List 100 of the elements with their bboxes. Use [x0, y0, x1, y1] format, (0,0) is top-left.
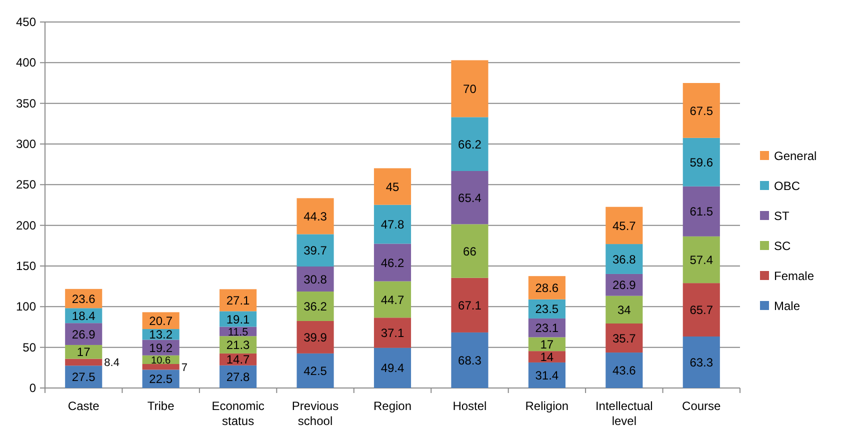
data-label: 39.7 [304, 244, 328, 258]
x-tick-label: Tribe [147, 399, 175, 413]
bar [451, 60, 488, 118]
bar [142, 364, 180, 370]
bar [606, 296, 643, 324]
data-label: 27.8 [226, 370, 250, 384]
data-label: 23.1 [535, 321, 559, 336]
data-label: 39.9 [304, 330, 328, 345]
data-label: 45 [386, 180, 400, 194]
bar [606, 352, 643, 388]
data-label: 17 [540, 337, 554, 352]
data-label: 23.5 [535, 302, 559, 316]
bar [296, 353, 334, 388]
y-tick-label: 300 [16, 137, 36, 151]
legend-label: OBC [774, 179, 800, 193]
bar [296, 266, 334, 292]
legend-label: Male [774, 299, 800, 313]
data-label: 13.2 [149, 328, 173, 342]
bar [682, 236, 720, 284]
bar [220, 289, 257, 312]
bar [374, 168, 412, 205]
data-label: 27.1 [226, 294, 250, 308]
data-label: 26.9 [72, 327, 96, 342]
bar [296, 292, 334, 321]
y-tick-label: 250 [16, 178, 36, 192]
bar [682, 336, 720, 388]
data-label: 49.4 [380, 361, 404, 376]
x-tick-label: Intellectual level [595, 399, 653, 428]
data-label: 34 [617, 302, 632, 317]
bar [65, 366, 102, 388]
data-label: 21.3 [226, 338, 250, 352]
bar [296, 320, 334, 354]
bar [528, 337, 566, 352]
y-tick-label: 200 [16, 218, 36, 232]
data-label: 44.3 [304, 210, 328, 224]
y-tick-label: 350 [16, 96, 36, 110]
x-tick-label: Economic status [212, 399, 264, 428]
bar [374, 318, 412, 348]
legend-label: ST [774, 209, 790, 223]
bar [374, 244, 412, 282]
data-label: 26.9 [612, 278, 636, 292]
bar [296, 198, 334, 234]
x-tick-label: Hostel [452, 399, 487, 413]
data-label: 23.6 [72, 292, 96, 306]
data-label: 70 [463, 82, 477, 96]
bar [65, 358, 102, 366]
bar [374, 281, 412, 318]
data-label: 61.5 [690, 204, 714, 219]
data-label: 63.3 [690, 356, 714, 370]
y-tick-label: 450 [16, 15, 36, 29]
data-label: 67.5 [690, 104, 714, 118]
data-label: 59.6 [690, 155, 714, 170]
data-label: 18.4 [72, 308, 96, 323]
data-label: 27.5 [72, 370, 96, 384]
data-label: 31.4 [535, 368, 559, 383]
y-tick-label: 150 [16, 259, 36, 273]
data-label: 47.8 [380, 218, 404, 232]
data-label: 43.6 [612, 364, 636, 378]
x-tick-label: Caste [68, 399, 100, 413]
data-label: 37.1 [380, 326, 404, 340]
bar [451, 171, 488, 224]
y-tick-label: 400 [16, 56, 36, 70]
y-tick-label: 100 [16, 300, 36, 314]
data-label: 44.7 [380, 292, 404, 307]
data-label: 28.6 [535, 281, 559, 296]
data-label: 65.7 [690, 303, 714, 318]
data-label: 11.5 [228, 326, 248, 338]
bar [451, 224, 488, 278]
bar [451, 278, 488, 332]
bar [528, 362, 566, 388]
x-tick-label: Previous school [292, 399, 339, 428]
y-tick-label: 0 [29, 381, 36, 395]
bar [682, 186, 720, 236]
data-label: 65.4 [458, 190, 482, 205]
data-label: 66.2 [458, 137, 482, 152]
data-label: 8.4 [104, 357, 120, 370]
data-label: 14 [540, 350, 554, 364]
bar [296, 234, 334, 266]
data-label: 45.7 [612, 218, 636, 233]
x-tick-label: Course [682, 399, 722, 413]
data-label: 36.8 [612, 252, 636, 266]
bar [374, 348, 412, 388]
legend-label: General [774, 149, 817, 163]
data-label: 66 [463, 244, 477, 258]
bar [606, 206, 643, 244]
legend-label: Female [774, 269, 814, 283]
data-label: 35.7 [612, 331, 636, 346]
bar [606, 244, 643, 274]
data-label: 22.5 [149, 372, 173, 386]
data-label: 14.7 [226, 352, 250, 367]
bar [451, 332, 488, 388]
data-label: 57.4 [690, 253, 714, 268]
bar [606, 324, 643, 353]
bar [65, 344, 102, 359]
data-label: 10.6 [150, 355, 172, 366]
bar [451, 117, 488, 172]
data-label: 7 [181, 362, 188, 374]
bar [528, 276, 566, 300]
data-label: 68.3 [458, 354, 482, 368]
data-label: 17 [76, 345, 91, 360]
